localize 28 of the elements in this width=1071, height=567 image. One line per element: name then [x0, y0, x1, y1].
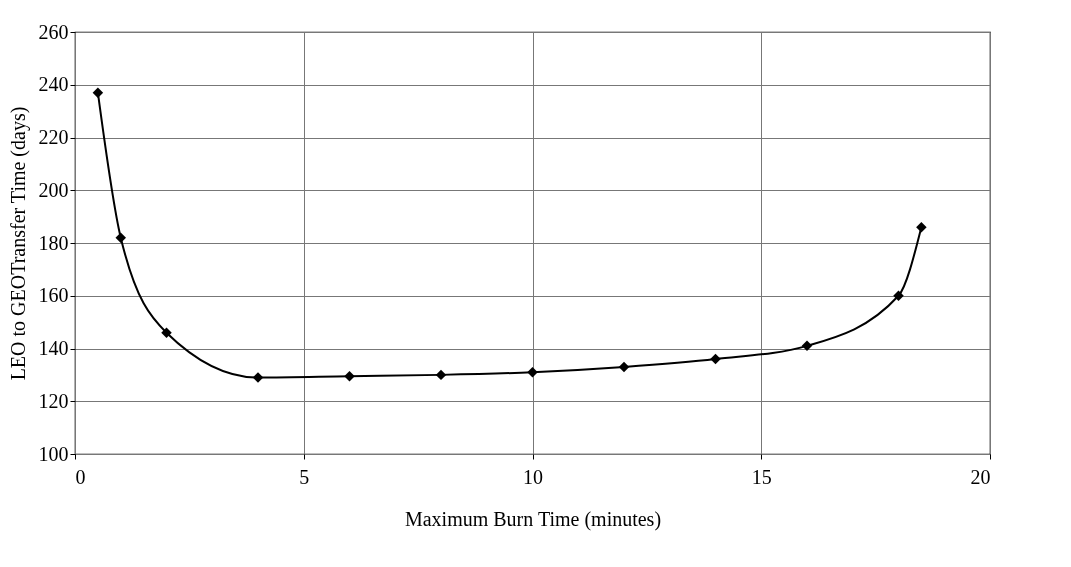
y-tick-label: 120 [38, 389, 69, 412]
point [527, 366, 538, 378]
point [435, 369, 447, 381]
point [252, 372, 264, 383]
point [916, 221, 927, 233]
y-tick-label: 160 [38, 284, 69, 307]
point [618, 361, 630, 373]
y-tick-label: 260 [38, 20, 69, 43]
y-tick-label: 100 [38, 442, 69, 465]
y-tick-label: 220 [38, 126, 69, 148]
x-tick-label: 20 [970, 465, 991, 488]
point [92, 87, 104, 98]
x-tick-label: 15 [751, 465, 772, 488]
y-tick-label: 140 [38, 337, 69, 359]
y-axis-title: LEO to GEOTransfer Time (days) [6, 106, 30, 381]
point [801, 340, 813, 352]
point [115, 232, 126, 243]
point [161, 327, 172, 338]
point [893, 290, 904, 301]
y-tick-label: 200 [38, 178, 69, 201]
point [344, 370, 355, 382]
point [710, 353, 721, 365]
x-tick-label: 10 [523, 465, 543, 488]
y-tick-label: 180 [38, 231, 69, 254]
y-tick-label: 240 [38, 73, 69, 96]
x-axis-title: Maximum Burn Time (minutes) [404, 507, 662, 531]
x-tick-label: 5 [299, 465, 310, 488]
x-tick-label: 0 [75, 465, 86, 488]
